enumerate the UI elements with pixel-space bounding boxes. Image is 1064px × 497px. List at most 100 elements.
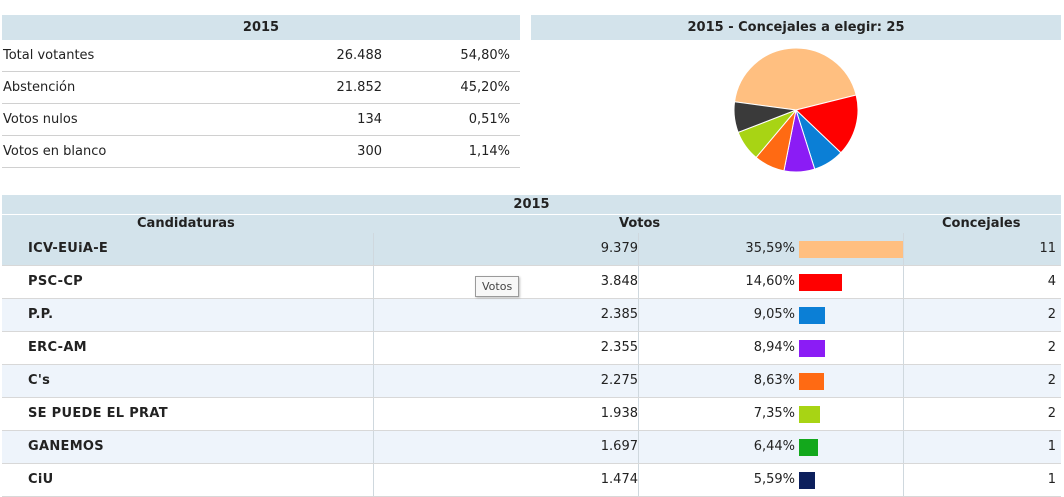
column-divider — [903, 398, 904, 430]
vote-share-bar — [799, 307, 825, 324]
summary-value: 300 — [357, 144, 382, 159]
column-divider — [373, 365, 374, 397]
column-divider — [638, 266, 639, 298]
result-row: C's 2.275 8,63% 2 — [2, 365, 1061, 398]
column-divider — [373, 233, 374, 265]
summary-row: Votos en blanco 300 1,14% — [2, 136, 520, 168]
summary-row: Total votantes 26.488 54,80% — [2, 40, 520, 72]
summary-row: Votos nulos 134 0,51% — [2, 104, 520, 136]
pie-slice — [794, 94, 859, 154]
party-votes: 9.379 — [600, 241, 638, 256]
summary-row: Abstención 21.852 45,20% — [2, 72, 520, 104]
column-divider — [903, 299, 904, 331]
pie-slice — [733, 47, 857, 111]
result-row: ERC-AM 2.355 8,94% 2 — [2, 332, 1061, 365]
party-votes: 1.938 — [600, 406, 638, 421]
results-title: 2015 — [2, 195, 1061, 214]
vote-share-bar — [799, 439, 818, 456]
seats-pie-chart — [733, 47, 859, 173]
summary-table: 2015 Total votantes 26.488 54,80% Absten… — [2, 15, 520, 168]
summary-label: Abstención — [3, 80, 76, 95]
column-divider — [373, 431, 374, 463]
pie-title: 2015 - Concejales a elegir: 25 — [531, 15, 1061, 40]
party-seats: 1 — [1047, 472, 1056, 487]
party-percent: 6,44% — [753, 439, 795, 454]
party-votes: 1.697 — [600, 439, 638, 454]
column-divider — [638, 299, 639, 331]
party-name: C's — [28, 373, 51, 388]
party-seats: 2 — [1047, 307, 1056, 322]
summary-value: 134 — [357, 112, 382, 127]
column-divider — [638, 398, 639, 430]
summary-label: Total votantes — [3, 48, 95, 63]
column-divider — [373, 299, 374, 331]
party-seats: 2 — [1047, 406, 1056, 421]
party-name: P.P. — [28, 307, 54, 322]
party-percent: 14,60% — [745, 274, 795, 289]
party-percent: 8,94% — [753, 340, 795, 355]
party-votes: 2.355 — [600, 340, 638, 355]
vote-share-bar — [799, 472, 815, 489]
result-row: ICV-EUiA-E 9.379 35,59% 11 — [2, 233, 1061, 266]
party-percent: 9,05% — [753, 307, 795, 322]
pie-slice — [733, 101, 797, 134]
vote-share-bar — [799, 274, 842, 291]
column-divider — [638, 233, 639, 265]
results-table: 2015 Candidaturas Votos Concejales ICV-E… — [2, 195, 1061, 497]
summary-label: Votos nulos — [3, 112, 78, 127]
column-divider — [903, 464, 904, 496]
party-votes: 2.385 — [600, 307, 638, 322]
summary-percent: 0,51% — [468, 112, 510, 127]
vote-share-bar — [799, 373, 824, 390]
result-row: P.P. 2.385 9,05% 2 — [2, 299, 1061, 332]
party-percent: 7,35% — [753, 406, 795, 421]
party-seats: 2 — [1047, 373, 1056, 388]
party-seats: 2 — [1047, 340, 1056, 355]
votos-tooltip: Votos — [475, 276, 520, 297]
col-votos: Votos — [619, 216, 661, 231]
party-percent: 35,59% — [745, 241, 795, 256]
column-divider — [373, 266, 374, 298]
party-name: CiU — [28, 472, 54, 487]
party-name: ICV-EUiA-E — [28, 241, 109, 256]
results-rows: ICV-EUiA-E 9.379 35,59% 11 PSC-CP 3.848 14,60%… — [2, 233, 1061, 497]
party-name: PSC-CP — [28, 274, 83, 289]
column-divider — [638, 332, 639, 364]
col-candidaturas: Candidaturas — [137, 216, 235, 231]
result-row: GANEMOS 1.697 6,44% 1 — [2, 431, 1061, 464]
results-column-header: Candidaturas Votos Concejales — [2, 214, 1061, 233]
party-percent: 8,63% — [753, 373, 795, 388]
party-name: GANEMOS — [28, 439, 104, 454]
party-seats: 1 — [1047, 439, 1056, 454]
vote-share-bar — [799, 241, 903, 258]
summary-title: 2015 — [2, 15, 520, 40]
party-votes: 2.275 — [600, 373, 638, 388]
summary-percent: 45,20% — [460, 80, 510, 95]
column-divider — [638, 464, 639, 496]
seats-pie-panel: 2015 - Concejales a elegir: 25 — [531, 15, 1061, 173]
col-concejales: Concejales — [942, 216, 1021, 231]
party-seats: 11 — [1039, 241, 1056, 256]
party-name: ERC-AM — [28, 340, 87, 355]
column-divider — [373, 398, 374, 430]
column-divider — [638, 431, 639, 463]
column-divider — [903, 365, 904, 397]
column-divider — [903, 266, 904, 298]
party-seats: 4 — [1047, 274, 1056, 289]
summary-percent: 1,14% — [468, 144, 510, 159]
column-divider — [903, 431, 904, 463]
result-row: CiU 1.474 5,59% 1 — [2, 464, 1061, 497]
column-divider — [903, 233, 904, 265]
summary-label: Votos en blanco — [3, 144, 107, 159]
party-votes: 3.848 — [600, 274, 638, 289]
column-divider — [373, 332, 374, 364]
result-row: SE PUEDE EL PRAT 1.938 7,35% 2 — [2, 398, 1061, 431]
summary-value: 26.488 — [336, 48, 383, 63]
vote-share-bar — [799, 406, 820, 423]
column-divider — [373, 464, 374, 496]
column-divider — [638, 365, 639, 397]
party-votes: 1.474 — [600, 472, 638, 487]
column-divider — [903, 332, 904, 364]
party-percent: 5,59% — [753, 472, 795, 487]
summary-percent: 54,80% — [460, 48, 510, 63]
